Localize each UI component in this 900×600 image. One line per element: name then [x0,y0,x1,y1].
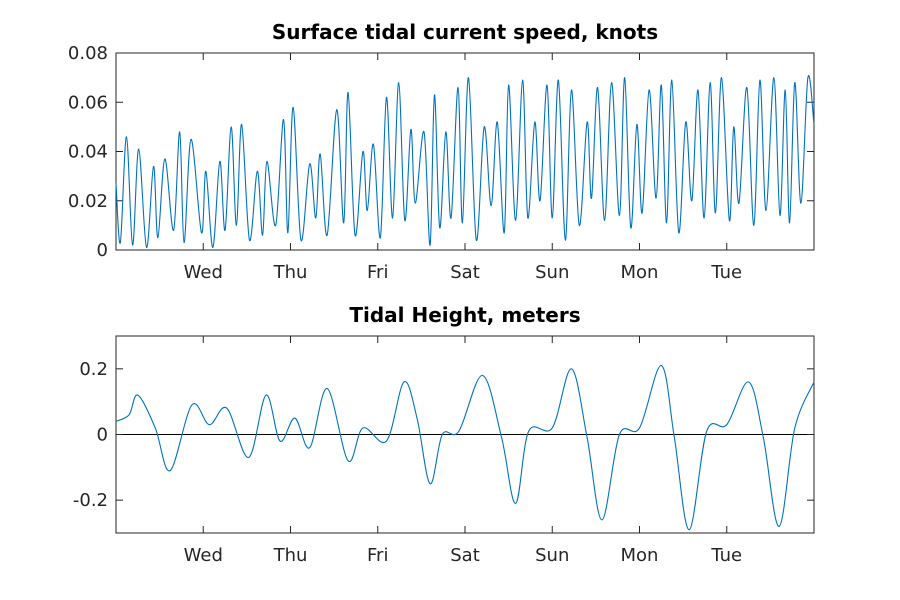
x-tick-label: Thu [273,262,308,283]
x-tick-label: Fri [367,545,388,566]
x-tick-label: Tue [710,262,742,283]
y-axis: 0 0.02 0.04 0.06 0.08 [68,43,814,261]
x-tick-label: Wed [184,262,223,283]
x-tick-label: Wed [184,545,223,566]
x-tick-label: Sun [535,545,569,566]
x-axis: Wed Thu Fri Sat Sun Mon Tue [184,336,742,566]
y-tick-label: 0.06 [68,92,108,113]
y-tick-label: 0 [97,425,108,446]
chart-title: Tidal Height, meters [349,303,580,327]
y-tick-label: 0.04 [68,142,108,163]
current-speed-chart: Surface tidal current speed, knots 0 0.02… [68,20,815,283]
chart-title: Surface tidal current speed, knots [272,20,658,44]
x-tick-label: Sat [450,262,480,283]
current-speed-line [115,74,815,249]
x-tick-label: Sat [450,545,480,566]
y-tick-label: 0.2 [79,359,108,380]
y-tick-label: 0.02 [68,191,108,212]
x-tick-label: Mon [621,262,659,283]
x-tick-label: Tue [710,545,742,566]
tidal-height-line [115,364,815,531]
x-tick-label: Mon [621,545,659,566]
y-tick-label: 0.08 [68,43,108,64]
tidal-height-chart: Tidal Height, meters -0.2 0 0.2 Wed Thu Fri S… [73,303,815,566]
y-axis: -0.2 0 0.2 [73,359,814,511]
y-tick-label: 0 [97,240,108,261]
x-axis: Wed Thu Fri Sat Sun Mon Tue [184,53,742,283]
x-tick-label: Sun [535,262,569,283]
x-tick-label: Thu [273,545,308,566]
x-tick-label: Fri [367,262,388,283]
y-tick-label: -0.2 [73,490,108,511]
